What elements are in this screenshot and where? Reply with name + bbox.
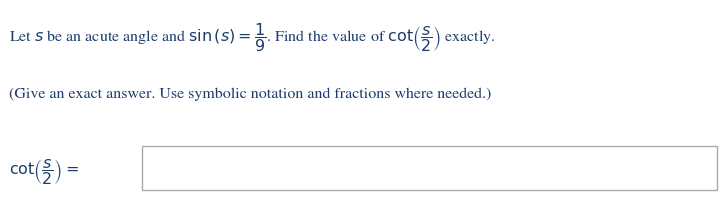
Text: Let $s$ be an acute angle and $\mathrm{sin}\,(s) = \dfrac{1}{9}$. Find the value: Let $s$ be an acute angle and $\mathrm{s… — [9, 21, 495, 54]
Text: $\mathrm{cot}\left(\dfrac{s}{2}\right) =$: $\mathrm{cot}\left(\dfrac{s}{2}\right) =… — [9, 157, 78, 187]
Text: (Give an exact answer. Use symbolic notation and fractions where needed.): (Give an exact answer. Use symbolic nota… — [9, 88, 491, 101]
FancyBboxPatch shape — [142, 146, 717, 190]
